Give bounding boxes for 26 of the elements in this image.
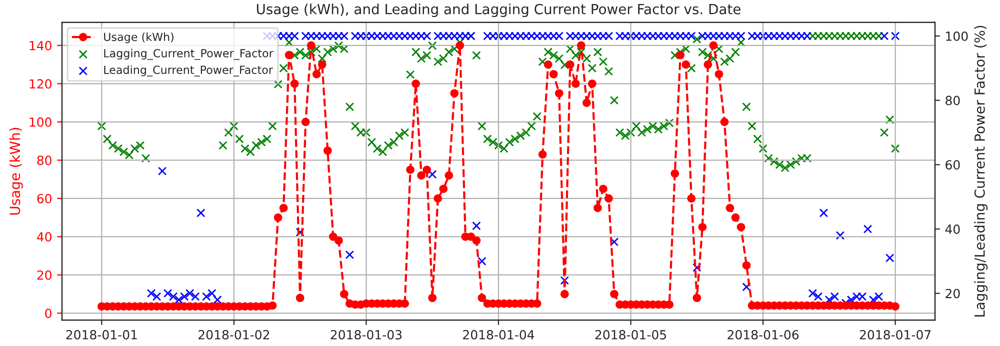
y-tick-label: 60 (37, 194, 52, 204)
legend-label: Usage (kWh) (104, 32, 174, 44)
legend-label: Leading_Current_Power_Factor (104, 65, 273, 76)
y2-axis-title: Lagging/Leading Current Power Factor (%) (974, 26, 988, 317)
y2-tick-label: 100 (946, 31, 968, 41)
x-tick-label: 2018-01-02 (198, 330, 270, 340)
x-tick-label: 2018-01-06 (728, 330, 799, 340)
y2-tick-label: 40 (945, 224, 960, 234)
y2-tick-label: 80 (946, 96, 960, 106)
x-tick-label: 2018-01-05 (595, 330, 666, 340)
x-tick-label: 2018-01-01 (66, 330, 137, 340)
chart-title: Usage (kWh), and Leading and Lagging Current Power Factor vs. Date (256, 4, 740, 18)
x-tick-label: 2018-01-07 (860, 330, 931, 340)
y-axis-title: Usage (kWh) (9, 128, 23, 215)
y-tick-label: 120 (30, 79, 52, 89)
y-tick-label: 20 (37, 270, 52, 280)
x-tick-label: 2018-01-04 (463, 330, 534, 340)
legend-label: Lagging_Current_Power_Factor (104, 48, 274, 60)
y2-tick-label: 20 (946, 288, 960, 298)
y-tick-label: 40 (36, 232, 52, 242)
y-tick-label: 0 (45, 308, 52, 318)
y2-tick-label: 60 (946, 160, 960, 170)
y-tick-label: 100 (30, 117, 52, 127)
x-tick-label: 2018-01-03 (330, 330, 402, 340)
y-tick-label: 140 (30, 40, 52, 50)
y-tick-label: 80 (37, 156, 52, 166)
